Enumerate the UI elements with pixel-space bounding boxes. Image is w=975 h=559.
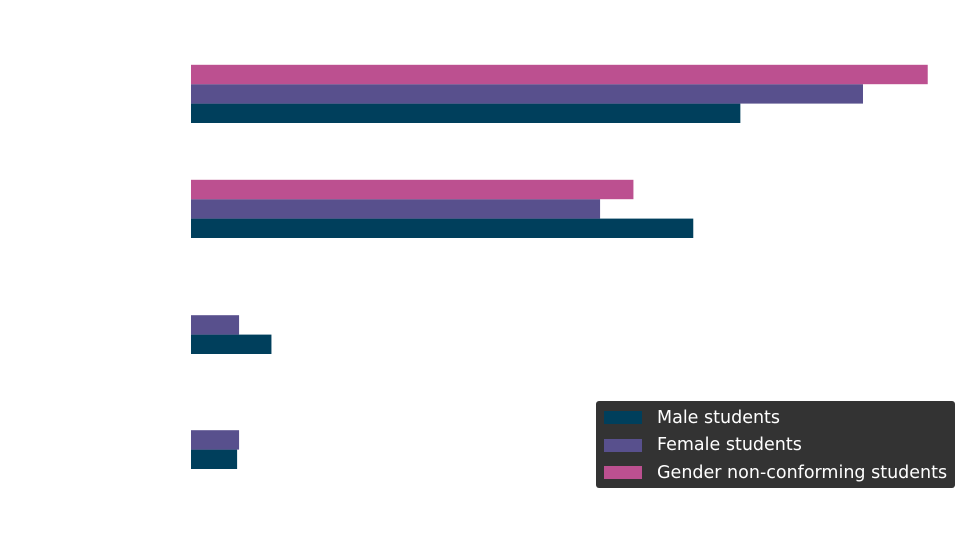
legend-item-female: Female students xyxy=(604,432,955,460)
legend-label-gender-non-conforming: Gender non-conforming students xyxy=(657,462,948,483)
bar-female xyxy=(191,84,863,104)
bar-female xyxy=(191,199,601,219)
bar-female xyxy=(191,315,240,335)
bar-group xyxy=(191,315,272,354)
legend-item-male: Male students xyxy=(604,404,955,432)
bar-male xyxy=(191,218,694,238)
bar-male xyxy=(191,449,238,469)
bar-group xyxy=(191,64,928,123)
bar-female xyxy=(191,430,240,450)
bar-gender-non-conforming xyxy=(191,64,928,85)
legend-item-gender-non-conforming: Gender non-conforming students xyxy=(604,459,955,487)
bar-male xyxy=(191,334,272,354)
legend-label-female: Female students xyxy=(657,435,802,456)
chart-legend: Male students Female students Gender non… xyxy=(596,401,955,488)
legend-swatch-female xyxy=(604,438,642,452)
bar-male xyxy=(191,103,741,123)
legend-swatch-male xyxy=(604,411,642,425)
bar-group xyxy=(191,430,240,469)
bar-group xyxy=(191,179,694,238)
legend-label-male: Male students xyxy=(657,407,781,428)
legend-swatch-gender-non-conforming xyxy=(604,466,642,480)
bar-gender-non-conforming xyxy=(191,179,634,200)
